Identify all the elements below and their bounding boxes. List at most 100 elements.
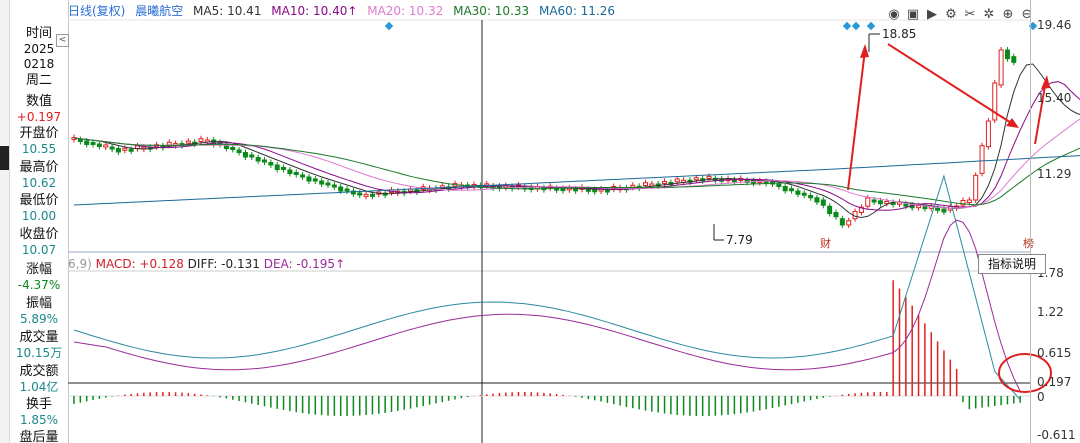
candle-body <box>338 186 344 192</box>
candle-body <box>674 178 680 183</box>
play-icon[interactable]: ▶ <box>927 7 937 22</box>
candle-body <box>884 201 890 204</box>
candle-body <box>808 195 814 199</box>
data-sidebar: < 时间 2025 0218 周二 数值 +0.197 开盘价 10.55 最高… <box>0 0 69 443</box>
candle-body <box>363 193 369 197</box>
candle-body <box>350 190 356 195</box>
candle-body <box>560 187 566 192</box>
candle-body <box>344 188 350 192</box>
ma20-legend: MA20: 10.32 <box>367 4 444 18</box>
candle-body <box>249 154 255 158</box>
zoom-in-icon[interactable]: ⊕ <box>1002 7 1014 22</box>
amplitude-label: 振幅 <box>25 296 52 311</box>
macd-histogram <box>73 280 1021 416</box>
candle-body <box>306 176 312 182</box>
chart-area[interactable]: 18.85 7.79 财 榜 日线(复权) 晨曦航空 MA5: 10.41 MA10:… <box>68 0 1080 443</box>
close-label: 收盘价 <box>19 227 59 242</box>
candle-body <box>922 206 928 210</box>
candle-body <box>903 203 909 207</box>
candle-body <box>357 192 363 196</box>
candle-body <box>839 218 845 226</box>
candle-body <box>795 190 801 195</box>
candle-body <box>300 174 306 178</box>
candle-body <box>960 200 966 206</box>
candle-body <box>706 175 712 179</box>
high-label: 最高价 <box>19 160 59 175</box>
candle-body <box>592 189 598 193</box>
candle-body <box>1004 49 1010 60</box>
value-label: 数值 <box>25 94 52 109</box>
candle-body <box>84 140 90 145</box>
candle-body <box>662 181 668 184</box>
after-hours-volume-label: 盘后量 <box>19 430 59 443</box>
settings-icon[interactable]: ✲ <box>983 7 995 22</box>
candle-body <box>814 197 820 203</box>
candle-body <box>1011 56 1017 63</box>
candle-body <box>274 164 280 170</box>
ma60-legend: MA60: 11.26 <box>538 4 616 18</box>
ma60-line <box>73 155 1080 206</box>
ma30-line <box>73 137 1080 206</box>
trend-arrow <box>847 49 866 191</box>
close-value: 10.07 <box>21 243 57 257</box>
period-selector[interactable]: 日线(复权) <box>68 4 126 18</box>
eye-icon[interactable]: ◉ <box>888 7 900 22</box>
candle-body <box>643 182 648 186</box>
chart-canvas[interactable]: 18.85 7.79 财 榜 <box>68 0 1080 443</box>
macd-lines <box>73 174 1021 401</box>
low-value: 10.00 <box>21 209 57 223</box>
stock-name[interactable]: 晨曦航空 <box>135 4 184 18</box>
candle-body <box>166 141 172 146</box>
turnover-rate-value: 1.85% <box>19 413 59 427</box>
sidebar-edge-strip[interactable] <box>0 0 10 443</box>
candle-body <box>916 205 922 209</box>
candle-body <box>369 193 375 197</box>
low-price-label: 7.79 <box>726 233 753 247</box>
candle-body <box>585 188 591 192</box>
zoom-out-icon[interactable]: ⊖ <box>1021 7 1033 22</box>
candle-body <box>281 167 287 170</box>
turnover-amount-label: 成交额 <box>19 364 59 379</box>
gear-icon[interactable]: ⚙ <box>945 7 957 22</box>
ma5-line <box>73 63 1080 219</box>
indicator-help-button[interactable]: 指标说明 <box>978 254 1046 274</box>
macd-axis-label: -0.611 <box>1037 428 1076 442</box>
candle-body <box>319 180 325 185</box>
candle-body <box>287 169 293 174</box>
open-label: 开盘价 <box>19 126 59 141</box>
arrowhead <box>1006 118 1019 128</box>
macd-axis-label: 1.22 <box>1037 305 1064 319</box>
candle-body <box>877 200 883 205</box>
candle-body <box>985 120 991 148</box>
candle-body <box>801 192 807 196</box>
diff-line <box>73 174 1021 401</box>
candle-body <box>312 178 318 182</box>
sidebar-edge-handle[interactable] <box>0 146 9 170</box>
price-axis-label: 11.29 <box>1037 167 1072 181</box>
candle-body <box>820 199 826 206</box>
collapse-box[interactable]: < <box>56 34 69 47</box>
trend-arrow <box>887 43 1017 127</box>
toolbox-icon[interactable]: ▣ <box>906 7 920 22</box>
candle-body <box>789 188 795 192</box>
candle-body <box>865 197 871 207</box>
open-value: 10.55 <box>21 142 57 156</box>
candle-body <box>992 82 998 121</box>
event-marker <box>851 21 861 31</box>
time-year: 2025 <box>23 42 55 56</box>
highlight-circle <box>998 353 1052 393</box>
candle-body <box>846 220 852 226</box>
macd-params: 6,9) <box>68 257 92 271</box>
candle-body <box>115 148 121 153</box>
candle-body <box>109 146 115 150</box>
candle-body <box>128 148 134 152</box>
candle-body <box>871 199 877 203</box>
time-date: 0218 <box>23 57 55 71</box>
scissors-icon[interactable]: ✂ <box>964 7 976 22</box>
candle-body <box>979 145 985 174</box>
macd-legend-bar: 6,9) MACD: +0.128 DIFF: -0.131 DEA: -0.1… <box>68 256 345 272</box>
candlestick-series <box>71 47 1017 228</box>
trend-arrow <box>1034 79 1047 145</box>
volume-value: 10.15万 <box>15 346 63 360</box>
moving-average-lines <box>73 63 1080 219</box>
